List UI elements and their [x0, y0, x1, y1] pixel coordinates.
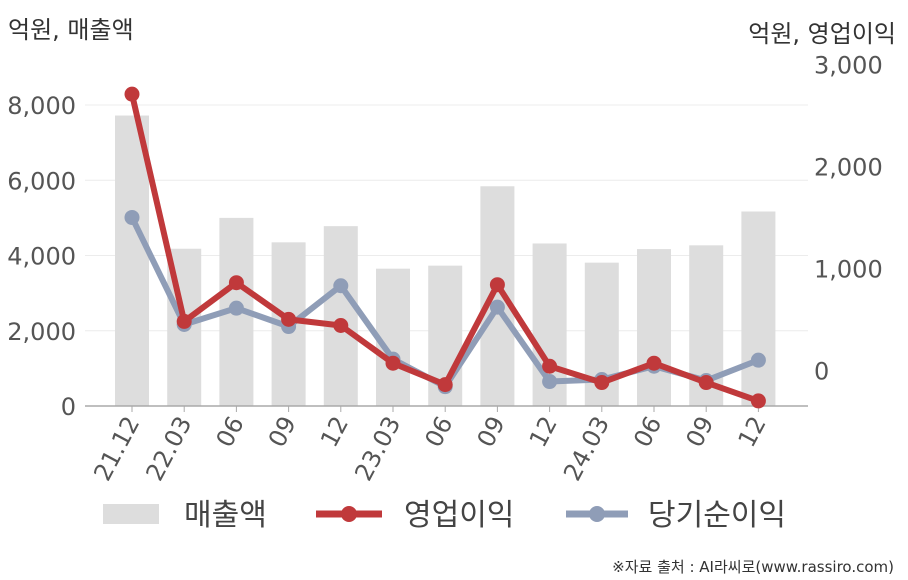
legend-label-revenue: 매출액: [184, 498, 267, 533]
right-tick-label-0: 0: [814, 357, 829, 385]
x-tick-label-09-7: 09: [472, 412, 511, 452]
legend-swatch-revenue: [103, 504, 159, 524]
legend-swatch-operating-profit-marker: [341, 506, 357, 522]
bar-revenue-09-7: [480, 186, 515, 406]
point-operating-profit-6: [437, 377, 453, 393]
bar-revenue-12-12: [741, 211, 776, 406]
point-operating-profit-1: [176, 313, 192, 329]
right-axis-unit-label: 억원, 영업이익: [748, 20, 896, 48]
x-tick-label-12-4: 12: [315, 412, 354, 452]
point-operating-profit-8: [542, 358, 558, 374]
legend: 매출액 영업이익 당기순이익: [103, 498, 786, 533]
point-operating-profit-2: [228, 275, 244, 291]
bar-revenue-21.12-0: [115, 115, 149, 406]
x-tick-label-23.03-5: 23.03: [349, 412, 406, 486]
right-tick-label-1: 1,000: [814, 255, 883, 283]
bar-revenue-12-4: [323, 226, 358, 406]
legend-swatch-net-income-marker: [589, 506, 605, 522]
x-tick-label-24.03-9: 24.03: [558, 412, 615, 486]
legend-label-operating-profit: 영업이익: [404, 498, 514, 533]
x-tick-label-12-12: 12: [733, 412, 772, 452]
point-net-income-7: [489, 299, 505, 315]
point-operating-profit-10: [646, 355, 662, 371]
x-tick-label-06-2: 06: [211, 412, 250, 452]
left-axis-unit-label: 억원, 매출액: [8, 16, 134, 44]
x-tick-label-22.03-1: 22.03: [141, 412, 198, 486]
point-operating-profit-0: [124, 86, 140, 102]
point-net-income-0: [124, 209, 140, 225]
point-net-income-12: [750, 352, 766, 368]
x-tick-label-06-10: 06: [628, 412, 667, 452]
left-tick-label-1: 2,000: [7, 318, 76, 346]
bar-revenue-06-10: [637, 249, 671, 406]
left-tick-label-0: 0: [61, 393, 76, 421]
legend-label-net-income: 당기순이익: [648, 498, 786, 533]
line-layer: [124, 86, 766, 409]
x-tick-label-06-6: 06: [419, 412, 458, 452]
left-tick-label-2: 4,000: [7, 243, 76, 271]
point-net-income-8: [542, 374, 558, 390]
point-operating-profit-7: [489, 277, 505, 293]
bar-layer: [115, 115, 776, 406]
left-tick-label-4: 8,000: [7, 92, 76, 120]
x-tick-label-12-8: 12: [524, 412, 563, 452]
point-operating-profit-9: [594, 375, 610, 391]
left-tick-label-3: 6,000: [7, 167, 76, 195]
point-operating-profit-5: [385, 355, 401, 371]
source-credit: ※자료 출처 : AI라씨로(www.rassiro.com): [612, 558, 894, 576]
right-tick-label-2: 2,000: [814, 154, 883, 182]
right-tick-label-3: 3,000: [814, 52, 883, 80]
point-operating-profit-12: [750, 393, 766, 409]
bar-revenue-23.03-5: [376, 268, 410, 406]
x-tick-label-09-11: 09: [680, 412, 719, 452]
point-operating-profit-4: [333, 317, 349, 333]
point-net-income-2: [228, 300, 244, 316]
x-tick-label-21.12-0: 21.12: [88, 412, 145, 486]
point-operating-profit-11: [698, 375, 714, 391]
axis-layer: [85, 405, 808, 412]
point-operating-profit-3: [281, 311, 297, 327]
x-tick-label-09-3: 09: [263, 412, 302, 452]
point-net-income-4: [333, 278, 349, 294]
